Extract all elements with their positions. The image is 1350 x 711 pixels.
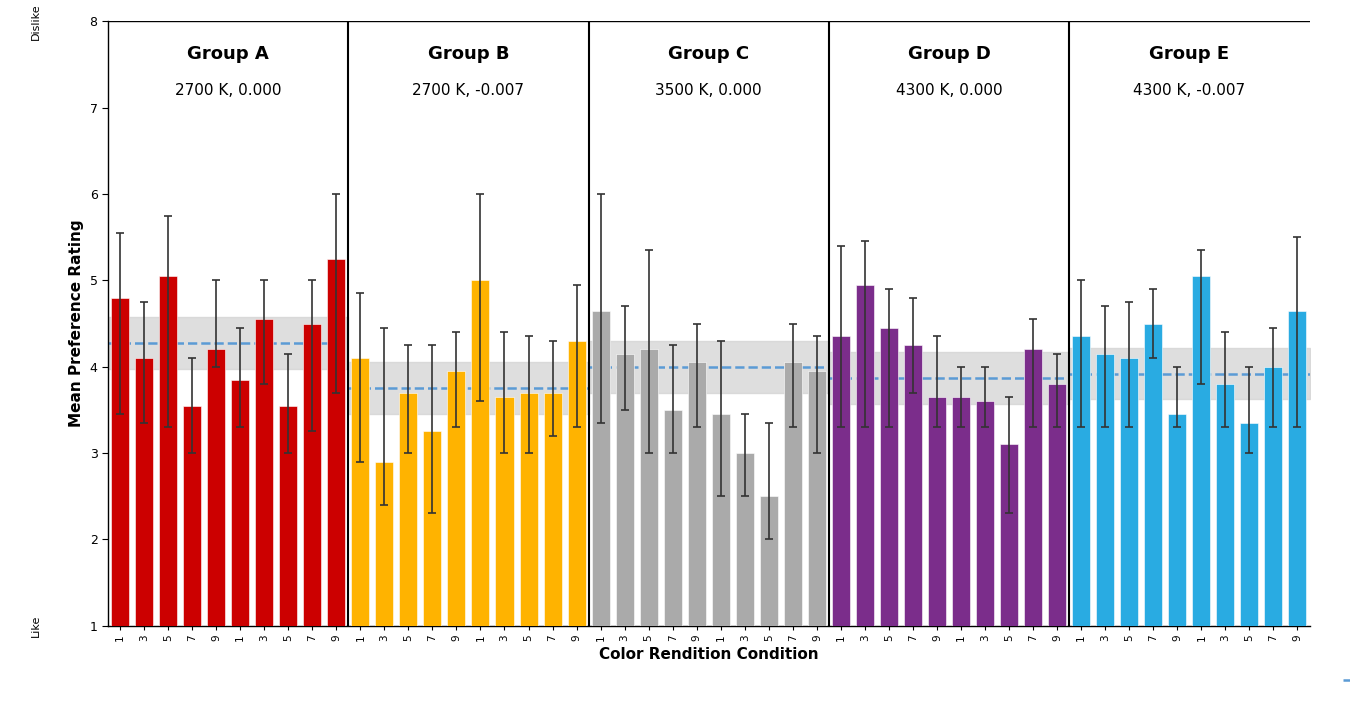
Bar: [111, 298, 130, 626]
Bar: [327, 259, 346, 626]
Text: Group C: Group C: [668, 45, 749, 63]
Bar: [135, 358, 153, 626]
Bar: [711, 414, 730, 626]
Bar: [736, 453, 753, 626]
Bar: [952, 397, 971, 626]
Text: Group E: Group E: [1149, 45, 1230, 63]
Bar: [1048, 384, 1067, 626]
Text: Group D: Group D: [907, 45, 991, 63]
Bar: [904, 345, 922, 626]
Bar: [1168, 414, 1187, 626]
Text: Dislike: Dislike: [31, 3, 40, 40]
Bar: [807, 371, 826, 626]
Bar: [400, 392, 417, 626]
Bar: [304, 324, 321, 626]
Bar: [1072, 336, 1091, 626]
Bar: [495, 397, 513, 626]
Text: Group B: Group B: [428, 45, 509, 63]
Bar: [424, 432, 441, 626]
Bar: [927, 397, 946, 626]
Bar: [784, 363, 802, 626]
Bar: [471, 280, 490, 626]
Bar: [207, 349, 225, 626]
Text: 3500 K, 0.000: 3500 K, 0.000: [656, 83, 761, 98]
Bar: [279, 405, 297, 626]
Bar: [687, 363, 706, 626]
Bar: [184, 405, 201, 626]
Text: 4300 K, 0.000: 4300 K, 0.000: [896, 83, 1002, 98]
Bar: [447, 371, 466, 626]
Bar: [520, 392, 537, 626]
X-axis label: Color Rendition Condition: Color Rendition Condition: [599, 647, 818, 662]
Bar: [544, 392, 562, 626]
Bar: [1000, 444, 1018, 626]
Bar: [880, 328, 898, 626]
Text: 4300 K, -0.007: 4300 K, -0.007: [1133, 83, 1246, 98]
Bar: [1025, 349, 1042, 626]
Bar: [1145, 324, 1162, 626]
Text: Group A: Group A: [188, 45, 269, 63]
Bar: [616, 354, 633, 626]
Bar: [159, 276, 177, 626]
Bar: [1096, 354, 1114, 626]
Bar: [351, 358, 370, 626]
Bar: [1120, 358, 1138, 626]
Bar: [375, 461, 393, 626]
Y-axis label: Mean Preference Rating: Mean Preference Rating: [69, 220, 84, 427]
Bar: [1288, 311, 1307, 626]
Bar: [1216, 384, 1234, 626]
Bar: [976, 401, 994, 626]
Bar: [1192, 276, 1211, 626]
Bar: [567, 341, 586, 626]
Bar: [856, 284, 873, 626]
Bar: [1265, 367, 1282, 626]
Text: 2700 K, 0.000: 2700 K, 0.000: [176, 83, 281, 98]
Bar: [591, 311, 610, 626]
Bar: [255, 319, 273, 626]
Bar: [231, 380, 250, 626]
Text: Like: Like: [31, 614, 40, 637]
Text: 2700 K, -0.007: 2700 K, -0.007: [413, 83, 524, 98]
Bar: [664, 410, 682, 626]
Bar: [832, 336, 850, 626]
Bar: [1241, 423, 1258, 626]
Bar: [640, 349, 657, 626]
Legend: Group Mean: Group Mean: [1338, 669, 1350, 692]
Bar: [760, 496, 778, 626]
